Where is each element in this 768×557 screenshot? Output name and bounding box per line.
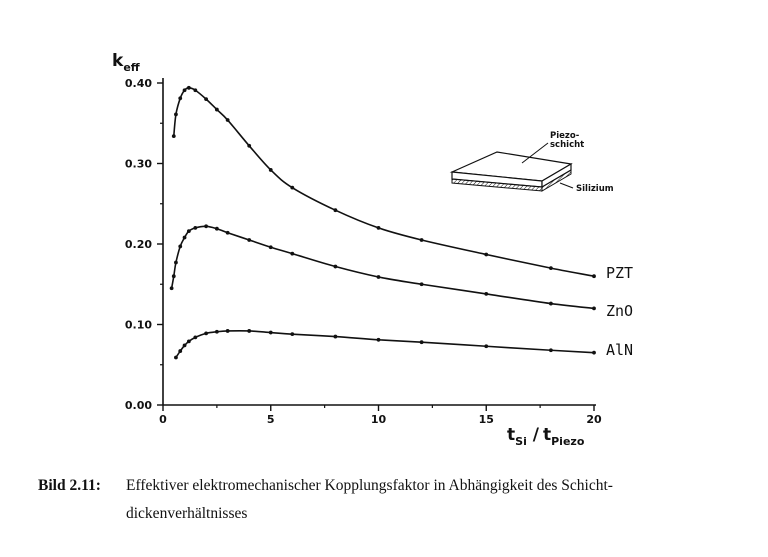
inset-label-silicon: Silizium	[576, 184, 614, 194]
data-point-zno-6	[193, 226, 198, 230]
inset-label-piezo-1: Piezo-	[550, 131, 580, 141]
data-point-zno-17	[549, 301, 553, 306]
series-label-zno: ZnO	[606, 302, 633, 320]
series-line-zno	[170, 225, 595, 310]
x-axis-label-main1: t	[507, 425, 515, 445]
data-point-pzt-3	[182, 88, 187, 93]
y-tick-label-0.00: 0.00	[125, 399, 152, 412]
data-point-pzt-8	[225, 118, 230, 122]
axis-tick-labels: 0 5 10 15 20 0.00 0.10 0.20 0.30 0.40	[125, 77, 602, 426]
y-axis-label-sub: eff	[123, 61, 139, 74]
coupling-factor-chart: 0 5 10 15 200.000.100.200.300.40 keff tSi / t…	[112, 51, 633, 448]
data-point-pzt-5	[193, 88, 198, 93]
data-point-aln-10	[290, 332, 295, 337]
x-axis-label-main2: t	[543, 425, 551, 445]
data-point-aln-8	[247, 329, 252, 333]
data-point-aln-13	[419, 340, 424, 345]
data-point-pzt-10	[268, 168, 273, 172]
data-point-zno-8	[214, 226, 219, 231]
data-point-zno-10	[247, 238, 252, 242]
data-point-zno-9	[225, 230, 230, 235]
layer-stack-inset: Piezo- schicht Silizium	[449, 131, 614, 194]
y-axis-label: keff	[112, 51, 140, 74]
data-point-zno-15	[419, 282, 424, 287]
data-point-zno-12	[290, 251, 295, 256]
data-point-aln-14	[484, 344, 489, 349]
piezo-leader-line	[521, 142, 549, 164]
data-point-aln-1	[178, 349, 183, 353]
data-point-zno-0	[169, 286, 174, 291]
data-point-aln-2	[182, 343, 187, 348]
silicon-layer-side	[541, 169, 572, 192]
data-point-zno-7	[204, 224, 209, 229]
data-point-pzt-7	[214, 107, 219, 112]
series-label-pzt: PZT	[606, 264, 633, 282]
data-point-aln-0	[174, 355, 178, 360]
caption-text: Effektiver elektromechanischer Kopplungs…	[126, 472, 746, 528]
caption-text-line-2: dickenverhältnisses	[126, 505, 248, 522]
data-point-pzt-4	[186, 85, 191, 90]
data-point-pzt-13	[376, 226, 381, 230]
data-point-aln-12	[376, 337, 381, 342]
x-tick-label-15: 15	[479, 413, 494, 426]
x-tick-label-10: 10	[371, 413, 387, 426]
y-tick-label-0.20: 0.20	[125, 238, 152, 251]
data-point-aln-15	[549, 348, 553, 353]
data-point-zno-4	[182, 235, 187, 240]
caption-number: Bild 2.11:	[38, 477, 101, 494]
data-point-pzt-16	[549, 266, 553, 271]
y-tick-label-0.30: 0.30	[125, 158, 152, 171]
data-point-pzt-15	[484, 252, 489, 257]
data-point-zno-3	[178, 244, 183, 249]
data-point-pzt-9	[247, 143, 252, 148]
x-tick-label-20: 20	[586, 413, 602, 426]
data-point-aln-4	[193, 335, 198, 340]
x-axis-label-sep: /	[527, 425, 540, 445]
series-label-aln: AlN	[606, 341, 633, 359]
data-point-pzt-17	[592, 274, 596, 279]
data-point-pzt-14	[419, 238, 424, 242]
data-point-aln-9	[268, 330, 273, 335]
axes	[162, 78, 596, 406]
data-point-aln-3	[186, 339, 191, 344]
data-point-pzt-2	[178, 96, 183, 101]
data-point-aln-5	[204, 331, 209, 336]
x-tick-label-5: 5	[267, 413, 275, 426]
data-point-pzt-12	[333, 208, 338, 213]
data-point-aln-16	[592, 350, 596, 355]
data-point-zno-18	[592, 306, 596, 311]
data-point-zno-14	[376, 275, 381, 279]
data-point-pzt-6	[204, 97, 209, 101]
data-point-aln-11	[333, 334, 338, 339]
series-points	[169, 85, 596, 360]
series-line-aln	[175, 329, 595, 358]
x-axis-label-sub2: Piezo	[551, 435, 585, 448]
data-point-zno-5	[186, 229, 191, 234]
silicon-leader-line	[559, 182, 574, 189]
data-point-pzt-0	[171, 134, 176, 139]
data-point-zno-16	[484, 292, 489, 296]
data-point-zno-1	[171, 274, 176, 279]
data-point-aln-7	[225, 329, 230, 333]
x-tick-label-0: 0	[159, 413, 167, 426]
y-axis-label-main: k	[112, 51, 124, 71]
y-tick-label-0.10: 0.10	[125, 319, 152, 332]
data-point-zno-2	[174, 260, 178, 265]
axis-ticks	[157, 82, 595, 411]
data-point-zno-11	[268, 245, 273, 250]
inset-label-piezo-2: schicht	[550, 140, 584, 150]
caption-text-line-1: Effektiver elektromechanischer Kopplungs…	[126, 477, 613, 494]
x-axis-label-sub1: Si	[515, 435, 527, 448]
series-lines	[170, 87, 595, 358]
y-tick-label-0.40: 0.40	[125, 77, 152, 90]
data-point-aln-6	[214, 329, 219, 334]
data-point-zno-13	[333, 264, 338, 269]
data-point-pzt-1	[174, 112, 178, 117]
x-axis-label: tSi / tPiezo	[507, 425, 585, 448]
data-point-pzt-11	[290, 185, 295, 190]
